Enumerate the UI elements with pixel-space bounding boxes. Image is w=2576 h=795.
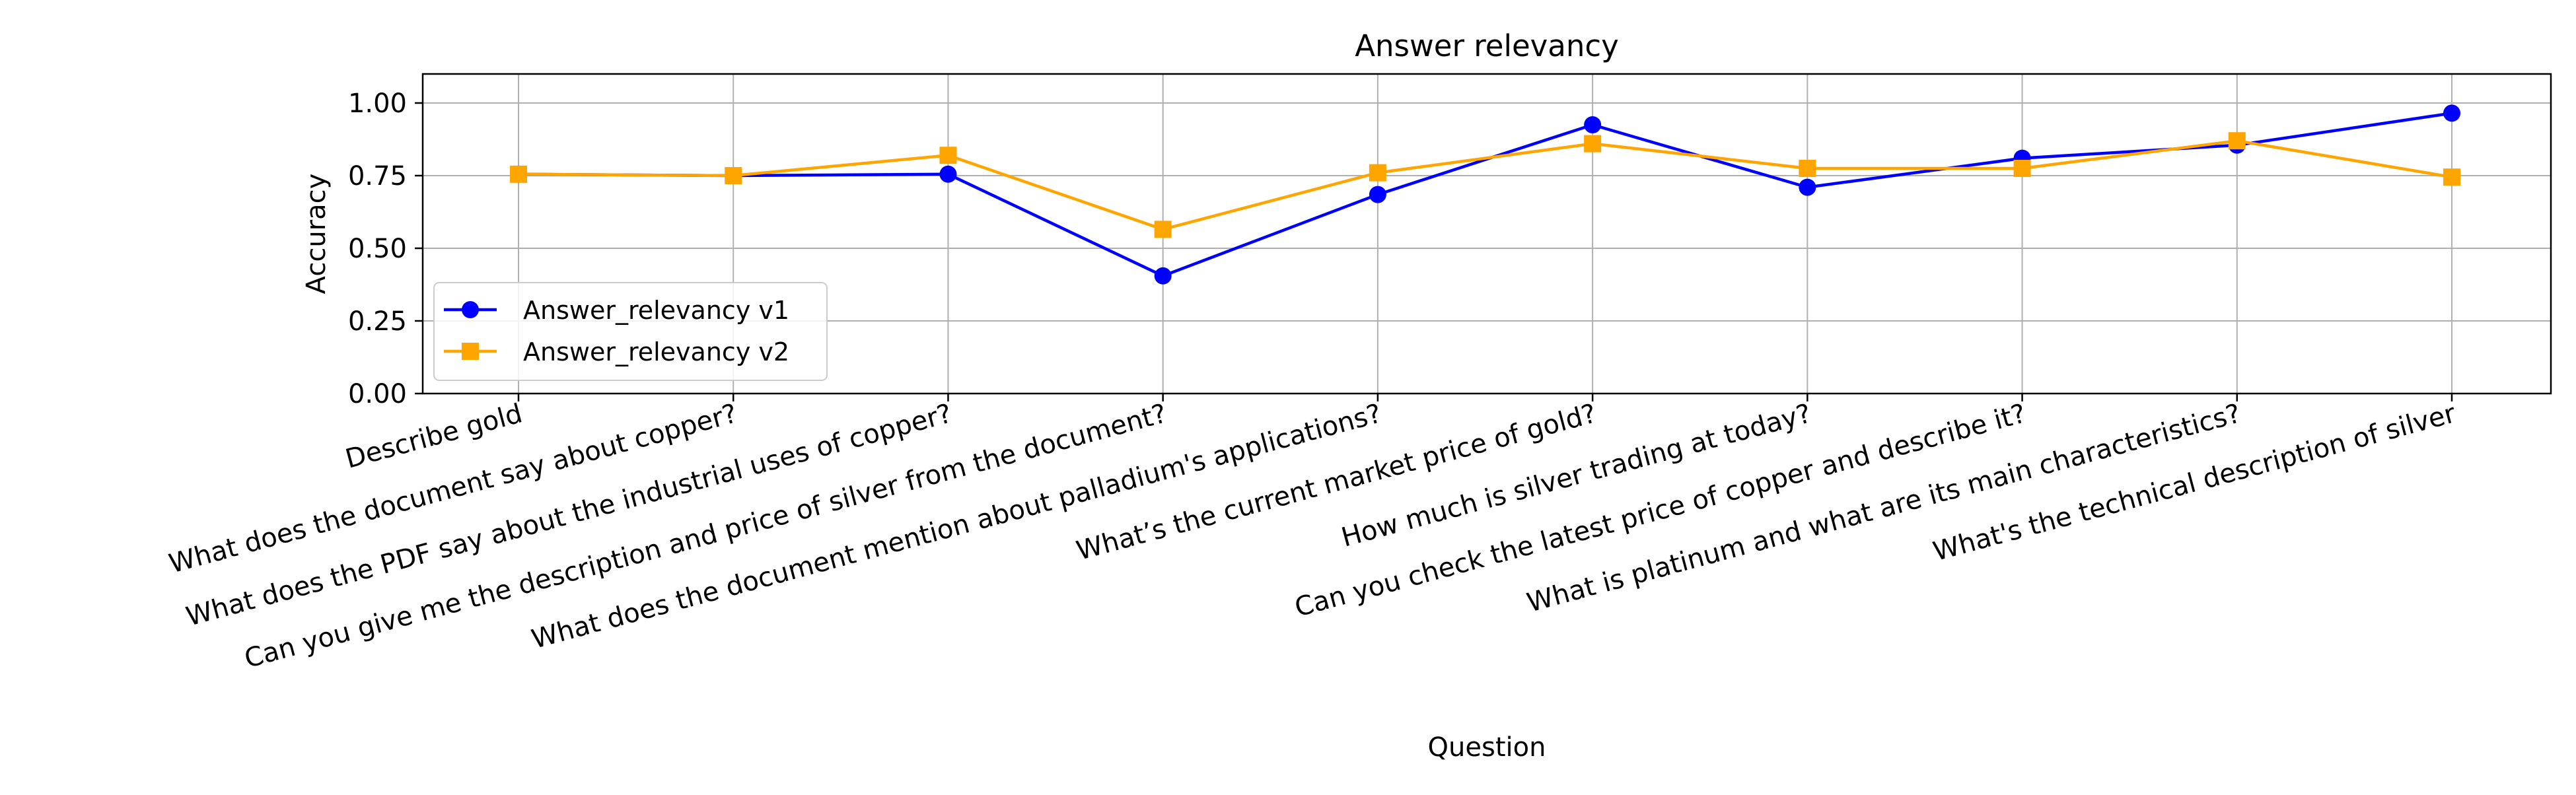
data-point-v1 xyxy=(1154,267,1172,285)
data-point-v1 xyxy=(1584,116,1602,133)
data-point-v2 xyxy=(1799,160,1816,177)
legend-label-v1: Answer_relevancy v1 xyxy=(523,296,789,325)
y-tick-label: 1.00 xyxy=(348,88,407,119)
data-point-v1 xyxy=(1799,178,1816,196)
data-point-v2 xyxy=(2228,132,2246,150)
y-tick-label: 0.25 xyxy=(348,306,407,337)
data-point-v2 xyxy=(1369,164,1386,182)
legend-marker-v2 xyxy=(462,343,479,360)
y-tick-label: 0.00 xyxy=(348,379,407,409)
data-point-v2 xyxy=(1154,221,1172,238)
y-axis-label: Accuracy xyxy=(301,174,332,294)
data-point-v1 xyxy=(939,165,957,183)
data-point-v2 xyxy=(2013,160,2031,177)
data-point-v2 xyxy=(510,165,527,183)
data-point-v1 xyxy=(1369,186,1386,203)
y-tick-label: 0.75 xyxy=(348,161,407,191)
y-axis-ticks: 0.00 0.25 0.50 0.75 1.00 xyxy=(348,88,423,409)
series-line-v2 xyxy=(518,139,2452,231)
x-axis-label: Question xyxy=(1428,732,1546,763)
data-point-v2 xyxy=(2443,168,2460,186)
data-point-v2 xyxy=(1584,135,1602,153)
legend: Answer_relevancy v1 Answer_relevancy v2 xyxy=(433,282,828,381)
y-tick-label: 0.50 xyxy=(348,234,407,264)
data-point-v2 xyxy=(725,167,742,184)
data-point-v2 xyxy=(939,147,957,164)
legend-box xyxy=(433,282,828,381)
series-lines xyxy=(510,104,2460,285)
legend-label-v2: Answer_relevancy v2 xyxy=(523,337,789,366)
plot-area-frame xyxy=(421,73,2552,395)
data-point-v1 xyxy=(2443,104,2460,122)
legend-marker-v1 xyxy=(462,301,479,318)
series-line-v1 xyxy=(518,112,2452,278)
chart-title: Answer relevancy xyxy=(1355,28,1619,63)
